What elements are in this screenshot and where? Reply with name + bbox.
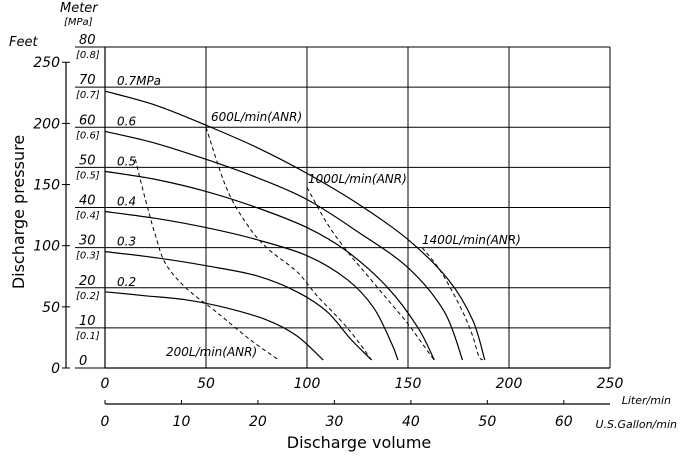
x-primary-tick-label: 100 (294, 376, 321, 392)
feet-tick-label: 0 (51, 361, 60, 377)
gallon-tick-label: 10 (173, 414, 191, 430)
pressure-curve-0-2 (104, 291, 324, 361)
mpa-tick-label: [0.7] (76, 90, 100, 101)
meter-tick-label: 70 (79, 73, 96, 88)
air-line-2 (205, 127, 373, 361)
pressure-curve-label: 0.2 (117, 275, 136, 289)
meter-tick-label: 80 (79, 33, 96, 48)
meter-tick-label: 20 (79, 274, 96, 289)
x-primary-tick-label: 0 (101, 376, 110, 392)
gallon-tick-label: 30 (325, 414, 343, 430)
air-line-label: 1000L/min(ANR) (308, 172, 407, 186)
pressure-curve-0-6 (104, 130, 464, 361)
meter-tick-label: 50 (79, 153, 96, 168)
y-mpa-unit: [MPa] (64, 17, 93, 28)
mpa-tick-label: [0.3] (76, 251, 100, 262)
gallon-tick-label: 60 (555, 414, 573, 430)
feet-tick-label: 100 (33, 239, 60, 255)
mpa-tick-label: [0.1] (76, 331, 100, 342)
y-feet-unit: Feet (9, 35, 38, 50)
meter-tick-label: 0 (79, 354, 87, 369)
gallon-tick-label: 40 (402, 414, 420, 430)
chart-labels: 0 10 [0.1] 20 [0.2] 30 [0.3] 40 [0.4] 50 [0.5] 60 [0… (33, 33, 623, 430)
air-line-4 (421, 247, 484, 361)
feet-tick-label: 200 (33, 116, 60, 132)
grid (62, 46, 611, 405)
x-primary-tick-label: 50 (197, 376, 215, 392)
pressure-curve-label: 0.7MPa (117, 74, 161, 88)
mpa-tick-label: [0.8] (76, 50, 100, 61)
x-primary-tick-label: 200 (496, 376, 523, 392)
y-meter-unit: Meter (60, 1, 99, 16)
x-primary-unit: Liter/min (622, 394, 671, 407)
air-line-label: 600L/min(ANR) (211, 110, 302, 124)
pressure-curve-0-4 (104, 210, 399, 361)
meter-tick-label: 60 (79, 113, 96, 128)
air-line-3 (306, 187, 435, 361)
x-primary-tick-label: 150 (395, 376, 422, 392)
mpa-tick-label: [0.5] (76, 170, 100, 181)
mpa-tick-label: [0.4] (76, 211, 100, 222)
x-primary-tick-label: 250 (597, 376, 624, 392)
pressure-curves (104, 90, 486, 361)
air-line-label: 200L/min(ANR) (166, 345, 257, 359)
pressure-curve-label: 0.4 (117, 195, 136, 209)
air-line-1 (134, 159, 279, 361)
y-axis-title: Discharge pressure (9, 135, 28, 289)
pressure-curve-0-5 (104, 170, 435, 361)
meter-tick-label: 10 (79, 314, 96, 329)
pressure-curve-label: 0.5 (117, 154, 136, 168)
x-secondary-unit: U.S.Gallon/min (595, 418, 677, 431)
air-consumption-lines (134, 127, 484, 361)
gallon-tick-label: 50 (478, 414, 496, 430)
pressure-curve-label: 0.3 (117, 235, 136, 249)
gallon-tick-label: 0 (101, 414, 110, 430)
air-line-label: 1400L/min(ANR) (422, 233, 521, 247)
meter-tick-label: 30 (79, 234, 96, 249)
x-axis-title: Discharge volume (287, 433, 432, 452)
mpa-tick-label: [0.6] (76, 130, 100, 141)
gallon-tick-label: 20 (249, 414, 267, 430)
meter-tick-label: 40 (79, 194, 96, 209)
feet-tick-label: 250 (33, 55, 60, 71)
feet-tick-label: 50 (42, 300, 60, 316)
pressure-curve-0-3 (104, 251, 373, 361)
feet-tick-label: 150 (33, 178, 60, 194)
mpa-tick-label: [0.2] (76, 291, 100, 302)
pressure-curve-label: 0.6 (117, 114, 136, 128)
pressure-curve-0-7MPa (104, 90, 486, 361)
